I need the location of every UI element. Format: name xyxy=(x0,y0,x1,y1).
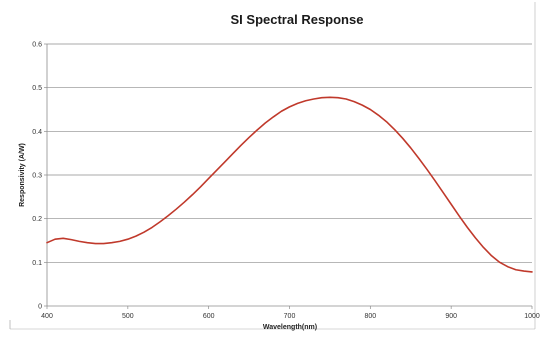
y-tick-labels: 0 0.1 0.2 0.3 0.4 0.5 0.6 xyxy=(32,42,42,311)
responsivity-series-line xyxy=(46,96,533,273)
y-tick-label: 0.2 xyxy=(32,216,42,223)
y-tick-label: 0.4 xyxy=(32,129,42,136)
x-axis-label: Wavelength(nm) xyxy=(263,324,317,331)
axes xyxy=(44,43,533,309)
y-tick-label: 0.5 xyxy=(32,85,42,92)
gridlines xyxy=(47,43,532,263)
series-lines xyxy=(46,96,533,273)
chart-title: SI Spectral Response xyxy=(231,12,364,27)
y-tick-label: 0 xyxy=(38,304,42,311)
x-tick-label: 1000 xyxy=(524,313,540,320)
x-tick-label: 600 xyxy=(203,313,215,320)
x-tick-label: 900 xyxy=(445,313,457,320)
y-tick-label: 0.6 xyxy=(32,42,42,49)
x-tick-label: 400 xyxy=(41,313,53,320)
x-tick-label: 500 xyxy=(122,313,134,320)
y-tick-label: 0.1 xyxy=(32,260,42,267)
x-tick-label: 800 xyxy=(364,313,376,320)
y-tick-label: 0.3 xyxy=(32,173,42,180)
y-axis-label: Responsivity (A/W) xyxy=(19,143,26,207)
x-tick-labels: 400 500 600 700 800 900 1000 xyxy=(41,313,540,320)
x-tick-label: 700 xyxy=(284,313,296,320)
